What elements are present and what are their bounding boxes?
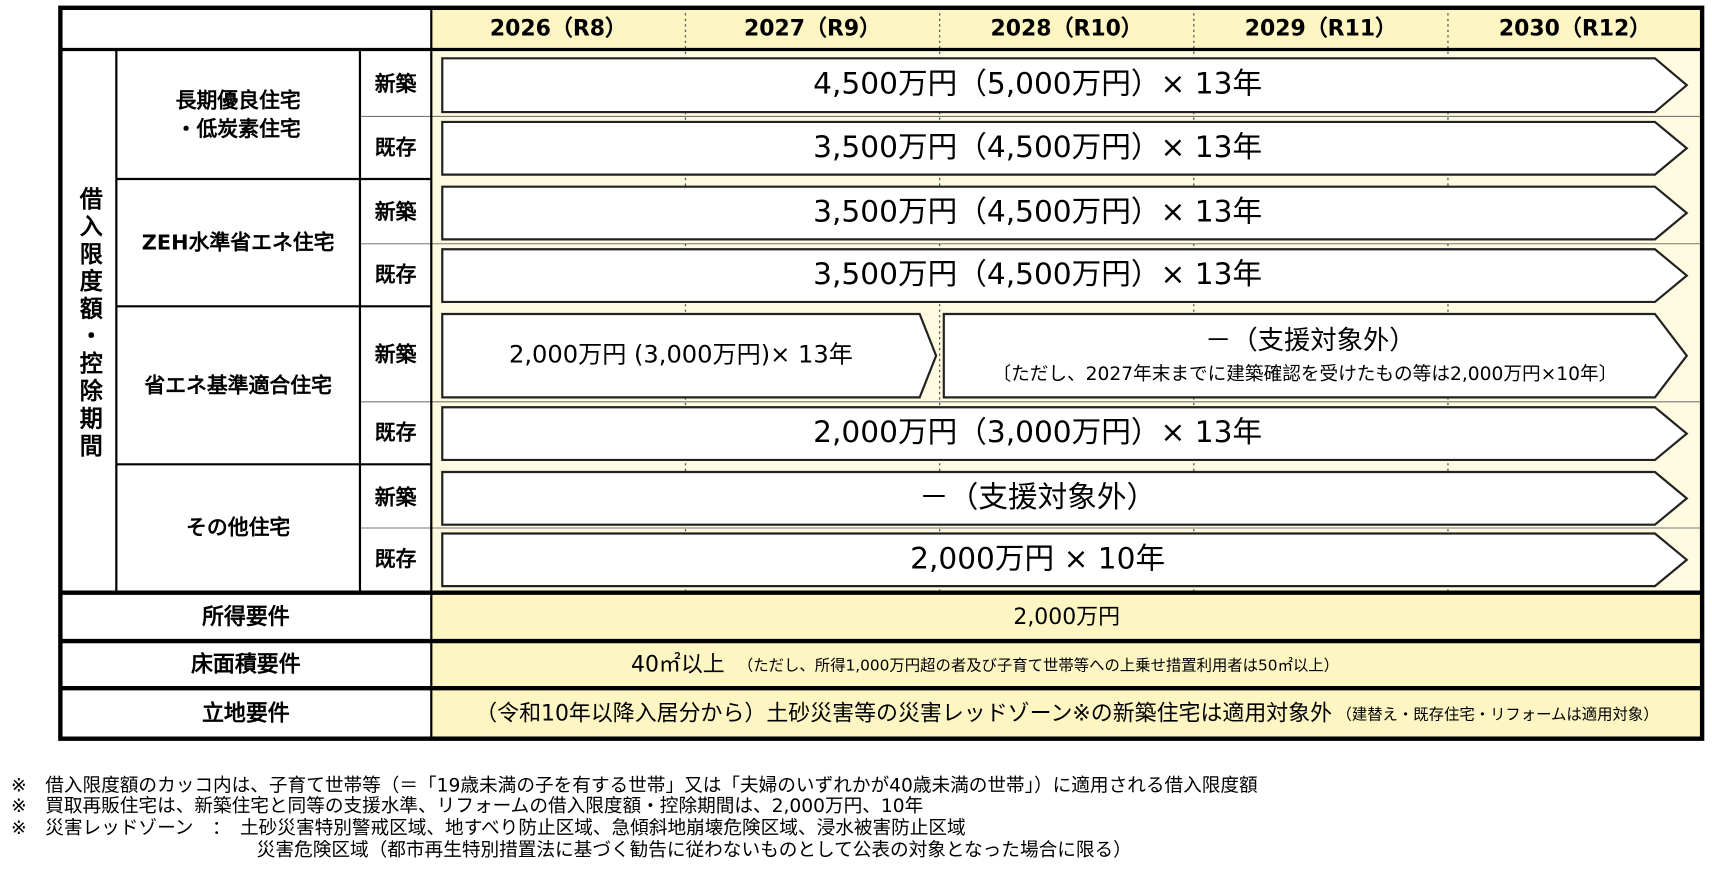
row-kind: 新築 <box>375 200 417 224</box>
arrow <box>441 120 1689 176</box>
arrow-subtext: 〔ただし、2027年末までに建築確認を受けたもの等は2,000万円×10年〕 <box>992 364 1617 385</box>
arrow <box>942 312 1689 399</box>
row-kind: 新築 <box>375 343 417 367</box>
header-bg <box>431 7 1703 50</box>
req-bg <box>431 592 1703 739</box>
arrow <box>441 532 1689 588</box>
arrow-text: 3,500万円（4,500万円）× 13年 <box>813 194 1262 229</box>
row-kind: 新築 <box>375 485 417 509</box>
arrow-text: 4,500万円（5,000万円）× 13年 <box>813 66 1262 101</box>
req-value-text: 40㎡以上 <box>631 652 725 678</box>
arrow-text: 3,500万円（4,500万円）× 13年 <box>813 129 1262 164</box>
req-note: （建替え・既存住宅・リフォームは適用対象） <box>1336 705 1658 723</box>
row-kind: 既存 <box>375 135 417 159</box>
arrow <box>441 406 1689 462</box>
row-kind: 新築 <box>375 72 417 96</box>
arrow-text: －（支援対象外） <box>919 479 1156 514</box>
arrow-text: 2,000万円（3,000万円）× 13年 <box>813 414 1262 449</box>
group-name: その他住宅 <box>186 516 290 540</box>
table-border <box>58 5 1705 741</box>
year-header: 2028（R10） <box>991 17 1143 42</box>
group-name: 長期優良住宅 <box>176 89 301 113</box>
row-kind: 既存 <box>375 547 417 571</box>
req-value-text: 2,000万円 <box>1013 605 1120 630</box>
footnote: 災害危険区域（都市再生特別措置法に基づく勧告に従わないものとして公表の対象となっ… <box>257 840 1132 861</box>
req-label: 床面積要件 <box>191 652 301 678</box>
req-note: （ただし、所得1,000万円超の者及び子育て世帯等への上乗せ措置利用者は50㎡以… <box>738 656 1339 674</box>
footnote: ※ 買取再販住宅は、新築住宅と同等の支援水準、リフォームの借入限度額・控除期間は… <box>11 796 923 817</box>
req-value: 2,000万円 <box>1013 605 1120 630</box>
year-header: 2029（R11） <box>1245 17 1397 42</box>
group-name: ZEH水準省エネ住宅 <box>142 231 335 255</box>
arrow <box>441 312 938 399</box>
req-value: 40㎡以上 （ただし、所得1,000万円超の者及び子育て世帯等への上乗せ措置利用者… <box>631 652 1339 678</box>
arrow <box>441 470 1689 526</box>
row-kind: 既存 <box>375 421 417 445</box>
group-name: ・低炭素住宅 <box>176 117 301 141</box>
req-label: 立地要件 <box>202 701 290 727</box>
req-label: 所得要件 <box>202 604 290 630</box>
arrow-text: 3,500万円（4,500万円）× 13年 <box>813 256 1262 291</box>
req-value-text: （令和10年以降入居分から）土砂災害等の災害レッドゾーン※の新築住宅は適用対象外 <box>475 702 1332 727</box>
arrow-text: －（支援対象外） <box>1205 326 1416 356</box>
footnote: ※ 災害レッドゾーン ： 土砂災害特別警戒区域、地すべり防止区域、急傾斜地崩壊危… <box>11 818 966 839</box>
footnote: ※ 借入限度額のカッコ内は、子育て世帯等（＝「19歳未満の子を有する世帯」又は「… <box>11 775 1258 796</box>
year-header: 2027（R9） <box>744 17 881 42</box>
arrow-text: 2,000万円 × 10年 <box>910 540 1165 575</box>
arrow <box>441 185 1689 241</box>
arrow <box>441 57 1689 114</box>
req-value: （令和10年以降入居分から）土砂災害等の災害レッドゾーン※の新築住宅は適用対象外… <box>475 702 1658 727</box>
row-kind: 既存 <box>375 263 417 287</box>
group-name: 省エネ基準適合住宅 <box>143 373 332 397</box>
year-header: 2030（R12） <box>1499 17 1651 42</box>
arrow-text: 2,000万円 (3,000万円)× 13年 <box>509 341 853 369</box>
side-label: 借入限度額・控除期間 <box>75 187 104 461</box>
year-header: 2026（R8） <box>490 17 627 42</box>
arrow <box>441 248 1689 304</box>
